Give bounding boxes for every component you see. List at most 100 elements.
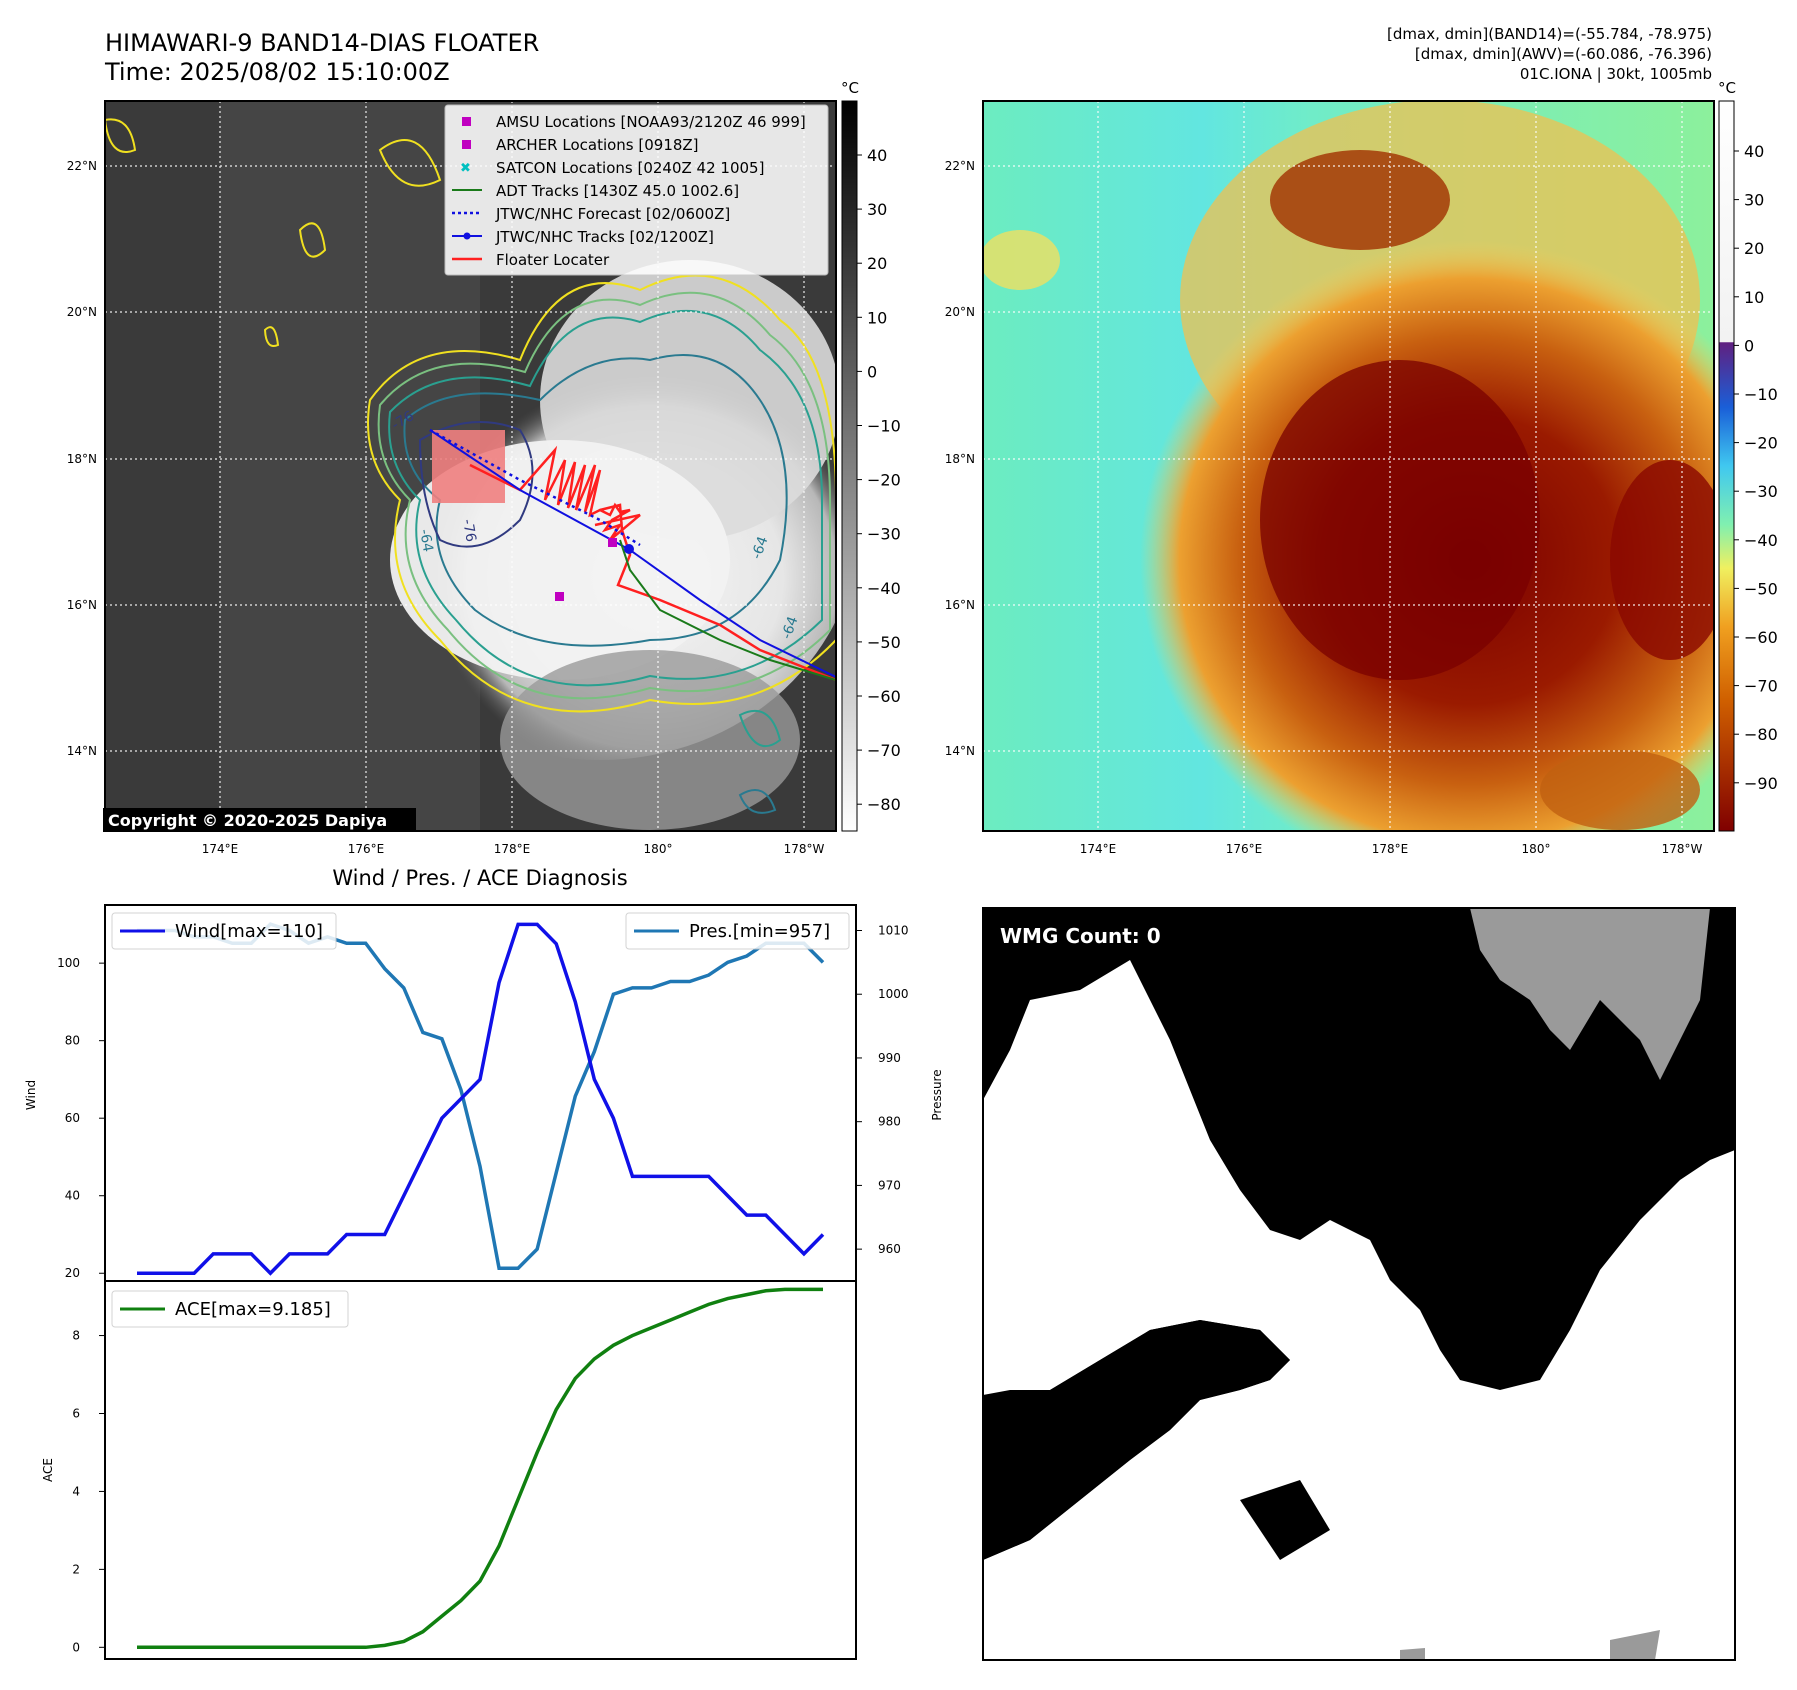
wv-colorbar: °C 40 30 20 10 0 −10 −20 −30 −40 −50 −60 −70 −80 −90	[1718, 79, 1778, 832]
ace-ytick-label: 6	[72, 1406, 80, 1420]
lat-tick: 18°N	[67, 452, 97, 466]
track-legend: ✖ AMSU Locations [NOAA93/2120Z 46 999] A…	[444, 104, 829, 276]
wind-ytick-label: 60	[65, 1111, 80, 1125]
wind-legend-label: Wind[max=110]	[175, 921, 323, 942]
lon-tick: 174°E	[1080, 842, 1117, 856]
pressure-legend-label: Pres.[min=957]	[689, 921, 830, 942]
colorbar-tick-label: −80	[1744, 725, 1778, 744]
wind-ytick-label: 80	[65, 1034, 80, 1048]
contour-label: -76	[459, 518, 479, 543]
archer-marker	[555, 592, 564, 601]
wind-legend	[111, 912, 337, 950]
ir-map-panel: -64 -76 -64 -64 -76	[67, 100, 837, 856]
jtwc-track	[429, 429, 836, 678]
pressure-ytick-label: 970	[878, 1178, 901, 1192]
colorbar-tick-label: −60	[867, 687, 901, 706]
wmg-panel: WMG Count: 0	[982, 907, 1736, 1661]
ace-legend-label: ACE[max=9.185]	[175, 1299, 331, 1320]
colorbar-tick-label: −20	[867, 471, 901, 490]
legend-label: ARCHER Locations [0918Z]	[496, 136, 699, 154]
lat-tick: 22°N	[67, 159, 97, 173]
colorbar-tick-label: 30	[1744, 191, 1764, 210]
wind-ytick-label: 20	[65, 1266, 80, 1280]
lon-tick: 176°E	[1226, 842, 1263, 856]
lat-tick: 22°N	[945, 159, 975, 173]
colorbar-tick-label: 20	[1744, 239, 1764, 258]
legend-label: JTWC/NHC Forecast [02/0600Z]	[495, 205, 730, 223]
pressure-ytick-label: 1000	[878, 987, 909, 1001]
legend-label: ADT Tracks [1430Z 45.0 1002.6]	[496, 182, 739, 200]
colorbar-tick-label: −70	[1744, 677, 1778, 696]
floater-track	[469, 445, 641, 541]
colorbar-tick-label: 40	[867, 146, 887, 165]
colorbar-tick-label: −80	[867, 795, 901, 814]
lat-tick: 20°N	[67, 305, 97, 319]
wind-axis-label: Wind	[24, 1080, 38, 1110]
colorbar-tick-label: −10	[867, 417, 901, 436]
legend-label: Floater Locater	[496, 251, 610, 269]
pressure-axis-label: Pressure	[930, 1069, 944, 1120]
colorbar-tick-label: −40	[1744, 531, 1778, 550]
colorbar-tick-label: 20	[867, 254, 887, 273]
colorbar-tick-label: −30	[1744, 482, 1778, 501]
colorbar-tick-label: −70	[867, 741, 901, 760]
colorbar-tick-label: 30	[867, 200, 887, 219]
legend-label: SATCON Locations [0240Z 42 1005]	[496, 159, 764, 177]
lon-tick: 178°W	[784, 842, 825, 856]
lat-tick: 20°N	[945, 305, 975, 319]
colorbar-tick-label: 0	[867, 362, 877, 381]
pressure-ytick-label: 980	[878, 1115, 901, 1129]
figure-title: HIMAWARI-9 BAND14-DIAS FLOATER	[105, 29, 539, 57]
lon-tick: 180°	[1522, 842, 1551, 856]
adt-track	[619, 539, 836, 681]
diagnosis-title: Wind / Pres. / ACE Diagnosis	[332, 866, 627, 890]
legend-label: JTWC/NHC Tracks [02/1200Z]	[495, 228, 714, 246]
info-band14: [dmax, dmin](BAND14)=(-55.784, -78.975)	[1387, 25, 1712, 43]
pressure-legend	[625, 912, 850, 950]
lat-tick: 16°N	[67, 598, 97, 612]
lon-tick: 174°E	[202, 842, 239, 856]
wind-series-line	[137, 922, 825, 1276]
colorbar-tick-label: −50	[867, 633, 901, 652]
legend-satcon-icon: ✖	[460, 161, 471, 176]
colorbar-tick-label: −10	[1744, 385, 1778, 404]
colorbar-tick-label: −50	[1744, 579, 1778, 598]
colorbar-tick-label: 10	[867, 308, 887, 327]
pressure-ytick-label: 1010	[878, 923, 909, 937]
ace-legend	[111, 1290, 349, 1328]
wmg-count-label: WMG Count: 0	[1000, 924, 1161, 948]
lon-tick: 180°	[644, 842, 673, 856]
lat-tick: 16°N	[945, 598, 975, 612]
lat-tick: 14°N	[67, 744, 97, 758]
colorbar-tick-label: −90	[1744, 774, 1778, 793]
lat-tick: 18°N	[945, 452, 975, 466]
wmg-imagery	[983, 908, 1735, 1660]
wv-colorbar-unit: °C	[1718, 79, 1736, 97]
legend-label: AMSU Locations [NOAA93/2120Z 46 999]	[496, 113, 806, 131]
wind-ytick-label: 100	[57, 956, 80, 970]
ir-colorbar-unit: °C	[841, 79, 859, 97]
info-awv: [dmax, dmin](AWV)=(-60.086, -76.396)	[1415, 45, 1712, 63]
ace-ytick-label: 0	[72, 1640, 80, 1654]
wind-ytick-label: 40	[65, 1189, 80, 1203]
wind-pressure-chart: Wind Pressure 20 40 60 80 100 960 970 980 990 10…	[24, 904, 944, 1282]
figure-time: Time: 2025/08/02 15:10:00Z	[104, 58, 450, 86]
colorbar-tick-label: −60	[1744, 628, 1778, 647]
legend-amsu-icon	[462, 117, 471, 126]
contour-label: -64	[416, 528, 436, 553]
lon-tick: 178°E	[1372, 842, 1409, 856]
pressure-ytick-label: 990	[878, 1051, 901, 1065]
ace-ytick-label: 2	[72, 1562, 80, 1576]
copyright-label: Copyright © 2020-2025 Dapiya	[108, 811, 387, 830]
wv-imagery	[983, 101, 1714, 831]
ace-ytick-label: 8	[72, 1329, 80, 1343]
colorbar-tick-label: 10	[1744, 288, 1764, 307]
colorbar-tick-label: −20	[1744, 434, 1778, 453]
lon-tick: 178°W	[1662, 842, 1703, 856]
info-storm: 01C.IONA | 30kt, 1005mb	[1520, 65, 1712, 83]
colorbar-tick-label: −30	[867, 525, 901, 544]
lon-tick: 178°E	[494, 842, 531, 856]
ace-series-line	[137, 1287, 823, 1650]
ace-chart: ACE 0 2 4 6 8 ACE[max=9.185]	[41, 1280, 857, 1660]
